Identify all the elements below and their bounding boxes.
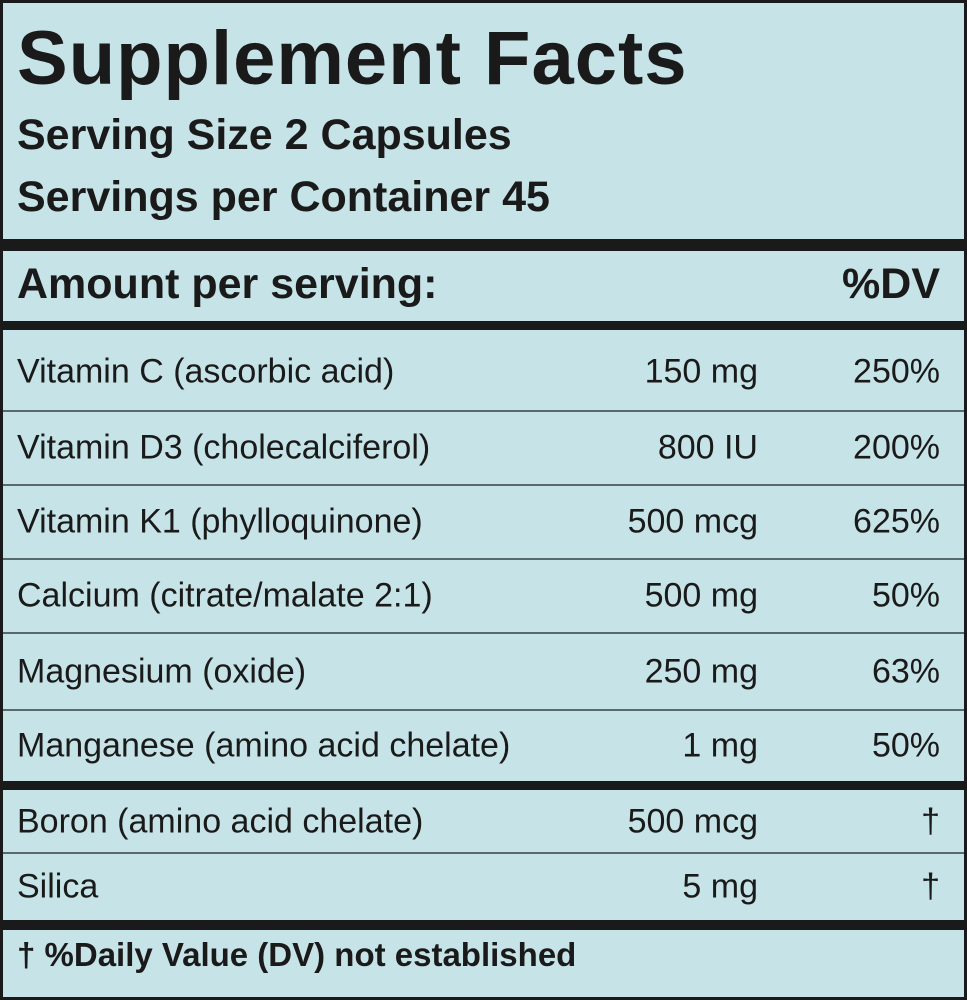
nutrient-name: Vitamin K1 (phylloquinone) (17, 502, 423, 541)
amount-header: Amount per serving: (17, 260, 438, 308)
nutrient-name: Boron (amino acid chelate) (17, 802, 424, 840)
divider-bar (3, 920, 964, 930)
nutrient-row: Calcium (citrate/malate 2:1) 500 mg 50% (3, 559, 964, 633)
nutrient-amount: 500 mg (644, 576, 758, 615)
nutrient-dv: 250% (853, 352, 940, 391)
nutrient-row: Vitamin D3 (cholecalciferol) 800 IU 200% (3, 411, 964, 485)
footnote: † %Daily Value (DV) not established (17, 936, 577, 973)
nutrient-amount: 250 mg (644, 652, 758, 690)
nutrient-row: Vitamin C (ascorbic acid) 150 mg 250% (3, 333, 964, 411)
nutrient-dv: † (921, 867, 940, 905)
nutrient-row: Silica 5 mg † (3, 853, 964, 920)
nutrient-amount: 150 mg (644, 352, 758, 391)
row-divider (3, 484, 964, 486)
dv-header: %DV (842, 260, 940, 308)
nutrient-name: Manganese (amino acid chelate) (17, 726, 511, 764)
nutrient-amount: 500 mcg (627, 502, 758, 541)
nutrient-dv: 625% (853, 502, 940, 541)
nutrient-name: Calcium (citrate/malate 2:1) (17, 576, 433, 615)
row-divider (3, 632, 964, 634)
nutrient-dv: 50% (871, 726, 940, 764)
nutrient-row: Magnesium (oxide) 250 mg 63% (3, 633, 964, 710)
nutrient-row: Manganese (amino acid chelate) 1 mg 50% (3, 710, 964, 781)
nutrient-amount: 800 IU (657, 428, 758, 467)
nutrient-name: Silica (17, 867, 99, 905)
nutrient-name: Vitamin C (ascorbic acid) (17, 352, 395, 391)
nutrient-name: Vitamin D3 (cholecalciferol) (17, 428, 431, 467)
row-divider (3, 852, 964, 854)
nutrient-amount: 5 mg (682, 867, 758, 905)
nutrient-dv: † (921, 802, 940, 840)
divider-bar (3, 781, 964, 790)
nutrient-amount: 500 mcg (627, 802, 758, 840)
row-divider (3, 709, 964, 711)
nutrient-amount: 1 mg (682, 726, 758, 764)
serving-size: Serving Size 2 Capsules (17, 111, 512, 159)
row-divider (3, 410, 964, 412)
nutrient-row: Vitamin K1 (phylloquinone) 500 mcg 625% (3, 485, 964, 559)
servings-per-container: Servings per Container 45 (17, 173, 550, 221)
divider-bar (3, 321, 964, 330)
title: Supplement Facts (17, 16, 688, 101)
nutrient-dv: 63% (871, 652, 940, 690)
divider-bar (3, 239, 964, 251)
nutrient-name: Magnesium (oxide) (17, 652, 307, 690)
nutrient-dv: 200% (853, 428, 940, 467)
row-divider (3, 558, 964, 560)
nutrient-dv: 50% (871, 576, 940, 615)
nutrient-row: Boron (amino acid chelate) 500 mcg † (3, 790, 964, 853)
